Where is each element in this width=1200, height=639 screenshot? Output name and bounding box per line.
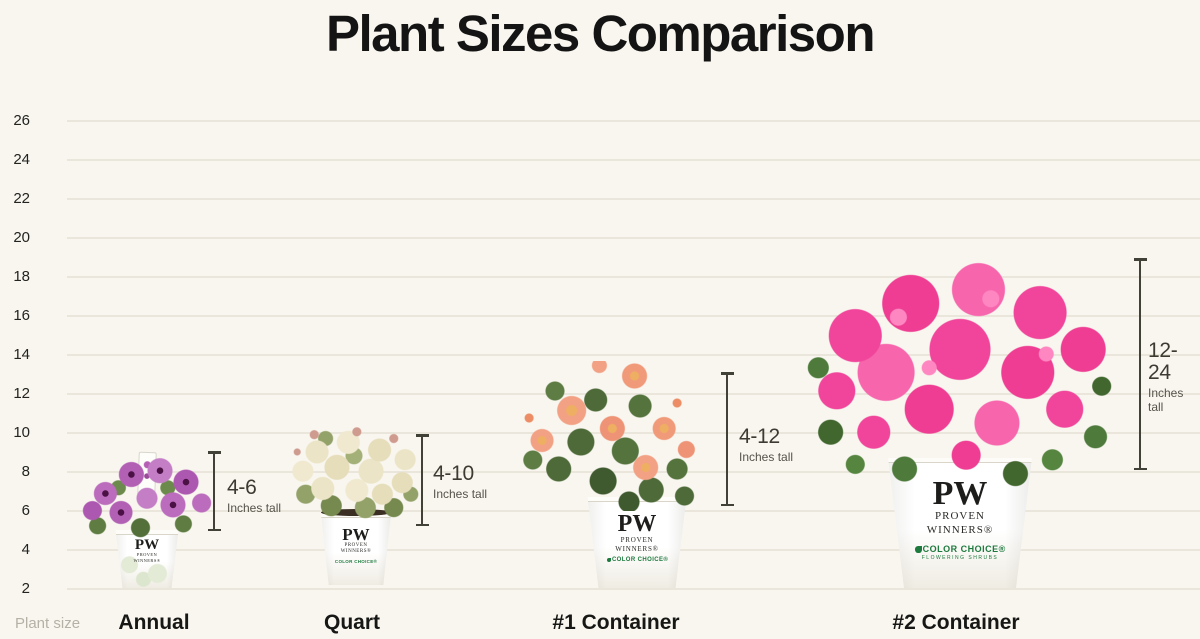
pot-brand-line: PROVEN	[344, 543, 368, 549]
pot-brand-line: WINNERS®	[615, 544, 659, 553]
rose-plant-image	[518, 361, 703, 511]
height-unit: Inches tall	[739, 450, 794, 465]
height-range: 4-10	[433, 462, 474, 485]
height-unit: Inches tall	[433, 487, 488, 502]
leaf-icon	[606, 557, 611, 562]
category-label-container2: #2 Container	[892, 611, 1020, 634]
gridline	[67, 159, 1200, 161]
y-tick-4: 4	[21, 541, 30, 558]
pot-brand-line: PROVEN	[620, 535, 654, 544]
height-bracket-annual	[207, 451, 221, 531]
plant-container-2: PW PROVEN WINNERS® COLOR CHOICE® FLOWERI…	[806, 262, 1116, 588]
color-choice-logo: COLOR CHOICE®	[914, 544, 1005, 556]
leaf-icon	[915, 546, 922, 553]
gridline	[67, 276, 1200, 278]
y-tick-26: 26	[13, 112, 30, 129]
gridline	[67, 120, 1200, 122]
gridline	[67, 237, 1200, 239]
color-choice-label: COLOR CHOICE®	[922, 543, 1006, 554]
pot-brand-line: PROVEN	[136, 552, 158, 558]
category-label-quart: Quart	[323, 611, 380, 634]
category-label-annual: Annual	[118, 611, 190, 634]
height-range: 4-12	[739, 425, 780, 448]
quart-foliage-image	[283, 427, 425, 523]
y-tick-12: 12	[13, 385, 30, 402]
pot-brand-logo: PW	[617, 511, 657, 537]
height-annotation-quart: 4-10 Inches tall	[433, 462, 488, 502]
pot-brand-logo: PW	[342, 525, 370, 544]
gridline	[67, 588, 1200, 590]
height-bracket-quart	[415, 434, 429, 526]
gridline	[67, 198, 1200, 200]
pot-brand-logo: PW	[134, 537, 160, 553]
pot-brand-line: PROVEN	[934, 510, 985, 523]
y-tick-16: 16	[13, 307, 30, 324]
height-unit: Inches tall	[1148, 386, 1184, 415]
y-tick-10: 10	[13, 424, 30, 441]
gridline	[67, 354, 1200, 356]
category-label-container1: #1 Container	[552, 611, 680, 634]
quart-pot: PW PROVEN WINNERS® COLOR CHOICE®	[320, 513, 392, 585]
height-bracket-container2	[1133, 258, 1147, 470]
height-bracket-container1	[720, 372, 734, 506]
color-choice-label: COLOR CHOICE®	[611, 557, 669, 564]
y-tick-24: 24	[13, 151, 30, 168]
color-choice-logo: COLOR CHOICE®	[334, 558, 378, 564]
annual-flowers-image	[82, 446, 212, 541]
height-annotation-container2: 12-24 Inches tall	[1148, 339, 1200, 415]
y-tick-2: 2	[21, 580, 30, 597]
y-tick-20: 20	[13, 229, 30, 246]
y-tick-6: 6	[21, 502, 30, 519]
plant-annual: PW PROVEN WINNERS®	[82, 446, 222, 591]
pot-brand-line: WINNERS®	[340, 549, 372, 555]
gridline	[67, 315, 1200, 317]
height-range: 4-6	[227, 476, 257, 499]
y-tick-18: 18	[13, 268, 30, 285]
pot-brand-line: WINNERS®	[926, 524, 994, 537]
height-range: 12-24	[1148, 339, 1178, 385]
height-unit: Inches tall	[227, 501, 282, 516]
height-annotation-annual: 4-6 Inches tall	[227, 476, 282, 516]
height-annotation-container1: 4-12 Inches tall	[739, 425, 794, 465]
plant-container-1: PW PROVEN WINNERS® COLOR CHOICE®	[518, 361, 703, 588]
page-title: Plant Sizes Comparison	[326, 5, 875, 62]
weigela-plant-image	[806, 262, 1114, 492]
y-tick-14: 14	[13, 346, 30, 363]
y-tick-22: 22	[13, 190, 30, 207]
plant-quart: PW PROVEN WINNERS® COLOR CHOICE®	[283, 427, 428, 587]
color-choice-subtitle: FLOWERING SHRUBS	[921, 555, 999, 562]
color-choice-logo: COLOR CHOICE®	[606, 557, 668, 565]
pot-brand-line: WINNERS®	[133, 557, 161, 563]
y-tick-8: 8	[21, 463, 30, 480]
x-axis-caption: Plant size	[15, 615, 81, 632]
